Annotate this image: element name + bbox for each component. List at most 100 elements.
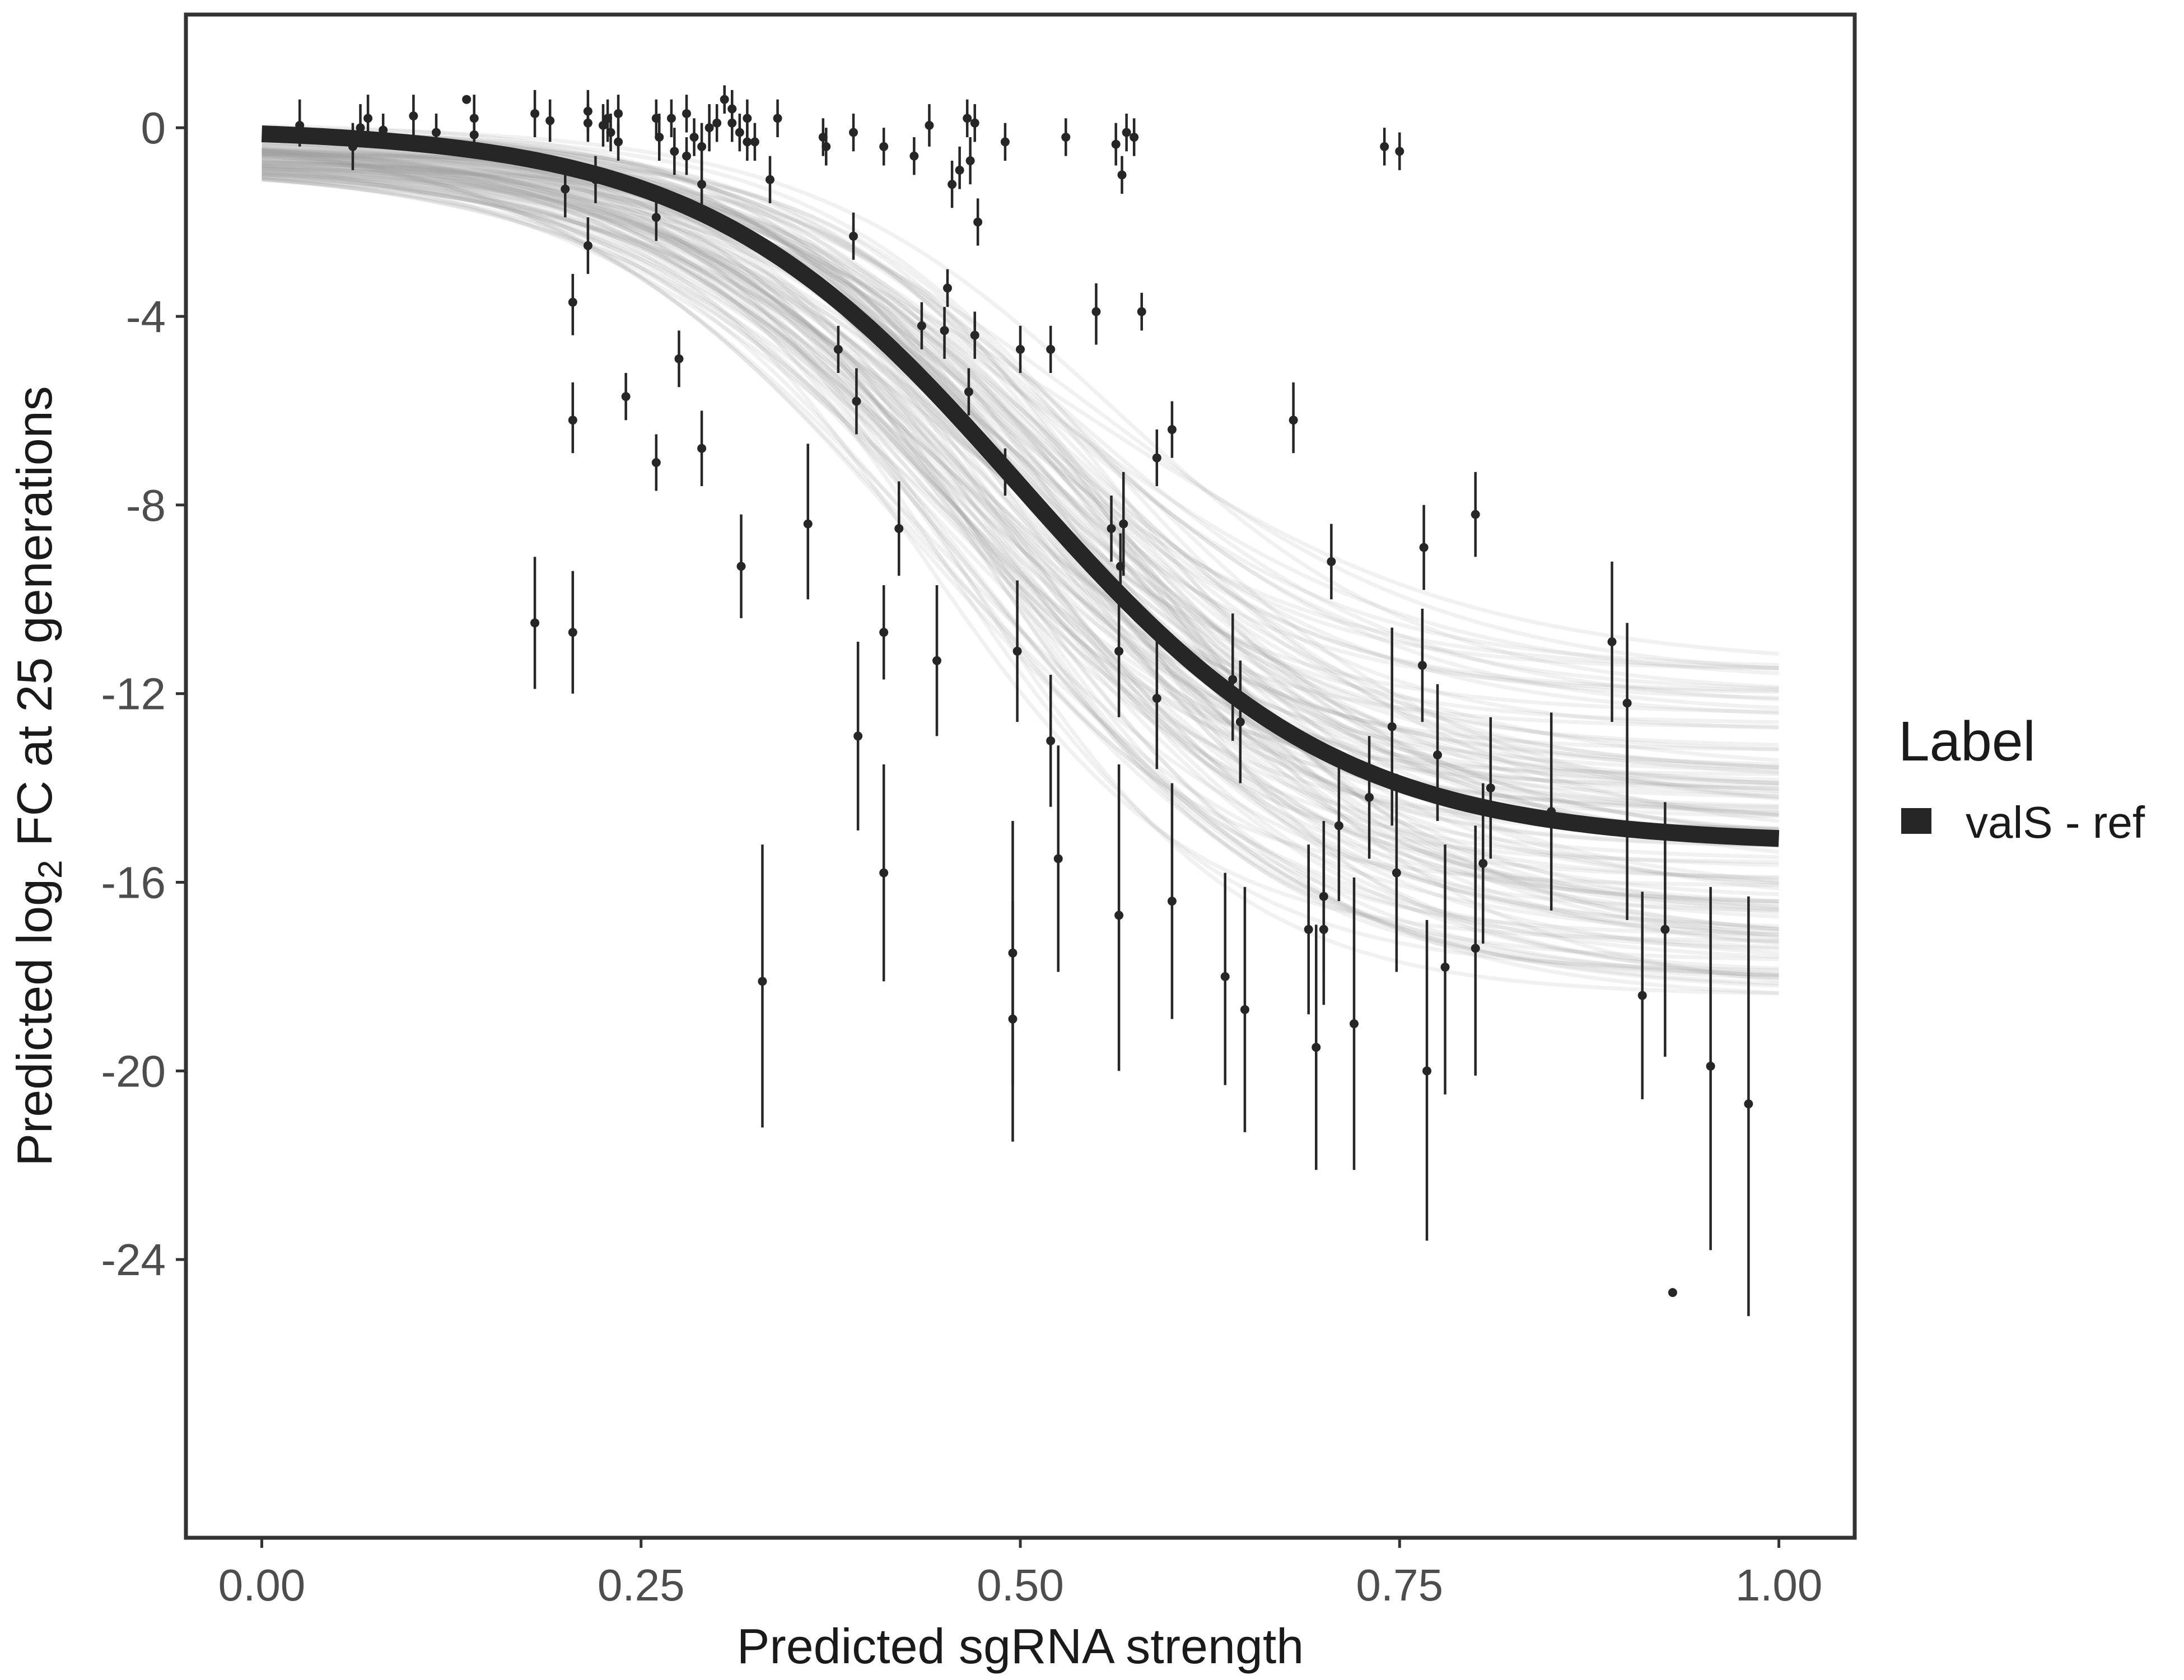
point-marker — [674, 354, 684, 363]
point-marker — [766, 175, 774, 184]
point-marker — [925, 120, 934, 130]
band-draw-line — [262, 174, 1779, 951]
point-marker — [955, 165, 964, 175]
point-marker — [651, 213, 661, 222]
band-draw-line — [262, 169, 1779, 801]
data-point — [942, 269, 952, 307]
point-marker — [1046, 344, 1056, 354]
point-marker — [1365, 792, 1374, 802]
point-marker — [1016, 344, 1025, 354]
data-point — [973, 198, 983, 246]
point-marker — [727, 118, 737, 128]
band-draw-line — [262, 169, 1779, 867]
data-point — [583, 217, 592, 274]
band-draw-line — [262, 151, 1779, 842]
band-draw-line — [262, 148, 1779, 762]
point-marker — [469, 130, 479, 139]
band-draw-line — [262, 152, 1779, 962]
data-point — [849, 113, 858, 152]
data-point — [689, 118, 699, 156]
data-point — [606, 113, 615, 152]
point-marker — [1622, 825, 1632, 835]
band-draw-line — [262, 152, 1779, 808]
data-point — [963, 99, 972, 137]
data-point — [932, 585, 941, 736]
x-axis-title: Predicted sgRNA strength — [737, 1618, 1304, 1674]
point-marker — [917, 321, 926, 330]
data-point — [925, 104, 934, 147]
data-point — [1334, 750, 1343, 902]
data-point — [1365, 736, 1374, 859]
data-point — [591, 156, 600, 203]
point-marker — [568, 628, 577, 637]
point-marker — [462, 95, 472, 104]
data-point — [356, 104, 365, 147]
data-point — [1744, 896, 1753, 1317]
data-point — [666, 99, 676, 137]
y-tick-label: -16 — [101, 857, 166, 907]
point-marker — [849, 128, 858, 137]
data-point — [750, 123, 759, 161]
point-marker — [743, 114, 752, 123]
point-marker — [940, 326, 949, 335]
data-point — [1012, 580, 1022, 722]
band-draw-line — [262, 164, 1779, 791]
x-tick-label: 0.25 — [598, 1560, 685, 1610]
point-marker — [1111, 139, 1121, 149]
point-marker — [583, 241, 592, 250]
band-draw-line — [262, 163, 1779, 814]
point-marker — [689, 132, 699, 142]
data-point — [674, 330, 684, 388]
point-marker — [1304, 925, 1313, 934]
point-marker — [879, 142, 889, 151]
data-point — [469, 113, 479, 156]
data-point — [1547, 712, 1556, 911]
band-draw-line — [262, 138, 1779, 888]
data-point — [1137, 292, 1146, 331]
point-marker — [1350, 1019, 1359, 1029]
point-marker — [1114, 911, 1124, 920]
data-point — [1114, 590, 1124, 717]
data-point — [1167, 783, 1177, 1019]
data-point — [1053, 745, 1063, 972]
data-point — [348, 123, 357, 170]
data-point — [758, 844, 767, 1128]
point-marker — [530, 618, 540, 628]
band-draw-line — [262, 178, 1779, 988]
band-draw-line — [262, 172, 1779, 729]
band-draw-line — [262, 125, 1779, 689]
point-marker — [1660, 925, 1670, 934]
point-marker — [1547, 807, 1556, 816]
data-point — [803, 444, 813, 600]
data-point — [894, 481, 904, 576]
point-marker — [849, 231, 858, 241]
data-point — [1471, 825, 1480, 1076]
band-draw-line — [262, 166, 1779, 903]
point-marker — [697, 180, 707, 189]
band-draw-line — [262, 158, 1779, 972]
data-point — [948, 161, 957, 208]
band-draw-line — [262, 175, 1779, 995]
point-marker — [363, 114, 373, 123]
data-point — [1380, 128, 1389, 166]
band-draw-line — [262, 146, 1779, 979]
data-point — [1122, 113, 1131, 152]
band-draw-line — [262, 153, 1779, 977]
data-point — [879, 764, 889, 982]
point-marker — [1471, 944, 1480, 953]
data-point — [766, 156, 774, 203]
band-draw-line — [262, 178, 1779, 955]
point-marker — [852, 396, 861, 406]
data-point — [735, 113, 744, 152]
point-marker — [879, 868, 889, 878]
data-point — [940, 307, 949, 359]
point-marker — [666, 114, 676, 123]
data-point — [1419, 505, 1429, 590]
y-axis-title-main: Predicted log — [7, 879, 62, 1166]
point-marker — [614, 137, 623, 147]
data-point — [1304, 844, 1313, 1015]
data-point — [1152, 430, 1161, 487]
point-marker — [970, 118, 979, 128]
band-draw-line — [262, 166, 1779, 971]
point-marker — [568, 297, 577, 307]
